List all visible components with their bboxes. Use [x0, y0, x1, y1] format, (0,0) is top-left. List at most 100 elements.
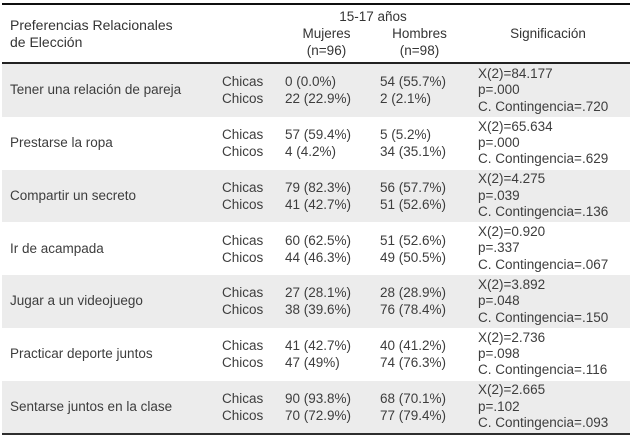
hombres-values-cell: 5 (5.2%) 34 (35.1%) — [372, 117, 466, 170]
significance-cell: X(2)=3.892 p=.048 C. Contingencia=.150 — [466, 275, 630, 328]
mujeres-values-cell: 27 (28.1%) 38 (39.6%) — [280, 275, 372, 328]
hombres-values-cell: 40 (41.2%) 74 (76.3%) — [372, 328, 466, 381]
preference-label: Ir de acampada — [10, 240, 104, 256]
table-body: Tener una relación de pareja Chicas Chic… — [2, 64, 630, 434]
p-value: p=.039 — [478, 187, 520, 203]
hombres-chicos-value: 76 (78.4%) — [380, 302, 447, 318]
preference-label: Practicar deporte juntos — [10, 346, 153, 362]
hombres-chicas-value: 28 (28.9%) — [380, 285, 447, 301]
hombres-chicas-value: 68 (70.1%) — [380, 390, 447, 406]
column-header-significacion: Significación — [510, 26, 586, 41]
p-value: p=.102 — [478, 398, 520, 414]
subgroup-cell: Chicas Chicos — [222, 222, 280, 275]
contingency-coefficient: C. Contingencia=.629 — [478, 151, 609, 167]
p-value: p=.000 — [478, 82, 520, 98]
p-value: p=.098 — [478, 345, 520, 361]
mujeres-chicas-value: 60 (62.5%) — [285, 232, 352, 248]
mujeres-chicas-value: 90 (93.8%) — [285, 390, 352, 406]
subgroup-chicos-label: Chicos — [222, 302, 264, 318]
mujeres-values-cell: 79 (82.3%) 41 (42.7%) — [280, 170, 372, 223]
significance-cell: X(2)=65.634 p=.000 C. Contingencia=.629 — [466, 117, 630, 170]
hombres-chicos-value: 34 (35.1%) — [380, 144, 447, 160]
column-header-mujeres: Mujeres (n=96) — [280, 25, 373, 62]
chi-square-value: X(2)=4.275 — [478, 171, 546, 187]
subgroup-chicos-label: Chicos — [222, 407, 264, 423]
hombres-chicas-value: 56 (57.7%) — [380, 179, 447, 195]
significance-cell: X(2)=4.275 p=.039 C. Contingencia=.136 — [466, 170, 630, 223]
preference-label: Sentarse juntos en la clase — [10, 398, 173, 414]
contingency-coefficient: C. Contingencia=.150 — [478, 309, 609, 325]
contingency-coefficient: C. Contingencia=.093 — [478, 415, 609, 431]
table-row: Jugar a un videojuego Chicas Chicos 27 (… — [2, 275, 630, 328]
mujeres-chicas-value: 79 (82.3%) — [285, 179, 352, 195]
chi-square-value: X(2)=3.892 — [478, 276, 546, 292]
mujeres-values-cell: 57 (59.4%) 4 (4.2%) — [280, 117, 372, 170]
subgroup-chicos-label: Chicos — [222, 144, 264, 160]
mujeres-chicos-value: 70 (72.9%) — [285, 407, 352, 423]
preference-label: Prestarse la ropa — [10, 135, 113, 151]
subgroup-chicas-label: Chicas — [222, 127, 264, 143]
contingency-coefficient: C. Contingencia=.720 — [478, 98, 609, 114]
contingency-coefficient: C. Contingencia=.136 — [478, 204, 609, 220]
subgroup-cell: Chicas Chicos — [222, 328, 280, 381]
significance-cell: X(2)=84.177 p=.000 C. Contingencia=.720 — [466, 64, 630, 117]
mujeres-values-cell: 0 (0.0%) 22 (22.9%) — [280, 64, 372, 117]
preference-label: Tener una relación de pareja — [10, 82, 182, 98]
table-row: Compartir un secreto Chicas Chicos 79 (8… — [2, 169, 630, 223]
chi-square-value: X(2)=2.736 — [478, 329, 546, 345]
subgroup-chicas-label: Chicas — [222, 232, 264, 248]
contingency-coefficient: C. Contingencia=.116 — [478, 362, 608, 378]
subgroup-cell: Chicas Chicos — [222, 64, 280, 117]
hombres-chicas-value: 40 (41.2%) — [380, 338, 447, 354]
hombres-chicos-value: 51 (52.6%) — [380, 196, 447, 212]
mujeres-chicos-value: 4 (4.2%) — [285, 144, 337, 160]
contingency-coefficient: C. Contingencia=.067 — [478, 256, 609, 272]
subgroup-chicos-label: Chicos — [222, 355, 264, 371]
subgroup-chicas-label: Chicas — [222, 338, 264, 354]
hombres-values-cell: 56 (57.7%) 51 (52.6%) — [372, 170, 466, 223]
preference-label: Jugar a un videojuego — [10, 293, 143, 309]
age-group-header: 15-17 años — [339, 9, 407, 24]
hombres-chicos-value: 74 (76.3%) — [380, 355, 447, 371]
table-header: Preferencias Relacionales de Elección 15… — [2, 5, 630, 64]
hombres-chicas-value: 51 (52.6%) — [380, 232, 447, 248]
chi-square-value: X(2)=0.920 — [478, 224, 546, 240]
hombres-n: (n=98) — [399, 43, 440, 58]
table-row: Sentarse juntos en la clase Chicas Chico… — [2, 380, 630, 434]
hombres-chicos-value: 49 (50.5%) — [380, 249, 447, 265]
table-row: Ir de acampada Chicas Chicos 60 (62.5%) … — [2, 222, 630, 275]
p-value: p=.048 — [478, 293, 520, 309]
subgroup-chicas-label: Chicas — [222, 390, 264, 406]
mujeres-chicas-value: 27 (28.1%) — [285, 285, 352, 301]
hombres-values-cell: 28 (28.9%) 76 (78.4%) — [372, 275, 466, 328]
hombres-chicos-value: 2 (2.1%) — [380, 91, 432, 107]
preference-label: Compartir un secreto — [10, 187, 137, 203]
p-value: p=.337 — [478, 240, 520, 256]
significance-cell: X(2)=2.736 p=.098 C. Contingencia=.116 — [466, 328, 630, 381]
column-header-preference: Preferencias Relacionales de Elección — [2, 5, 222, 62]
table-row: Practicar deporte juntos Chicas Chicos 4… — [2, 328, 630, 381]
subgroup-chicos-label: Chicos — [222, 249, 264, 265]
subgroup-cell: Chicas Chicos — [222, 275, 280, 328]
mujeres-values-cell: 41 (42.7%) 47 (49%) — [280, 328, 372, 381]
mujeres-chicos-value: 22 (22.9%) — [285, 91, 352, 107]
mujeres-chicos-value: 41 (42.7%) — [285, 196, 352, 212]
mujeres-chicos-value: 38 (39.6%) — [285, 302, 352, 318]
mujeres-n: (n=96) — [306, 43, 347, 58]
table-row: Prestarse la ropa Chicas Chicos 57 (59.4… — [2, 117, 630, 170]
subgroup-chicas-label: Chicas — [222, 285, 264, 301]
mujeres-label: Mujeres — [302, 26, 351, 41]
significance-cell: X(2)=2.665 p=.102 C. Contingencia=.093 — [466, 381, 630, 434]
column-group-age: 15-17 años Mujeres (n=96) Hombres (n=98) — [280, 5, 466, 62]
hombres-label: Hombres — [392, 26, 447, 41]
subgroup-chicos-label: Chicos — [222, 196, 264, 212]
table-row: Tener una relación de pareja Chicas Chic… — [2, 64, 630, 117]
subgroup-chicas-label: Chicas — [222, 179, 264, 195]
mujeres-chicas-value: 57 (59.4%) — [285, 127, 352, 143]
chi-square-value: X(2)=2.665 — [478, 382, 546, 398]
significance-cell: X(2)=0.920 p=.337 C. Contingencia=.067 — [466, 222, 630, 275]
subgroup-cell: Chicas Chicos — [222, 170, 280, 223]
mujeres-chicos-value: 44 (46.3%) — [285, 249, 352, 265]
results-table: Preferencias Relacionales de Elección 15… — [2, 3, 630, 436]
mujeres-values-cell: 90 (93.8%) 70 (72.9%) — [280, 381, 372, 434]
